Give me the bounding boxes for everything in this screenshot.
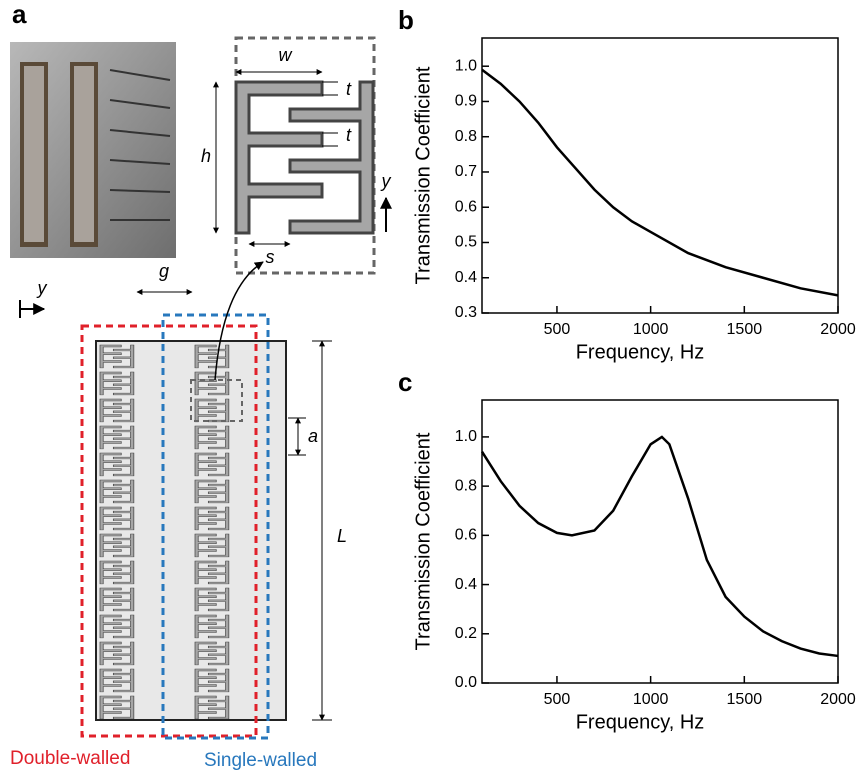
x-tick-label: 1000 <box>633 321 669 338</box>
y-tick-label: 0.3 <box>455 304 477 321</box>
y-tick-label: 0.6 <box>455 198 477 215</box>
x-tick-label: 1000 <box>633 691 669 708</box>
y-tick-label: 0.0 <box>455 674 477 691</box>
label-y: y <box>380 171 392 191</box>
label-h: h <box>201 146 211 166</box>
y-tick-label: 0.8 <box>455 128 477 145</box>
label-s: s <box>266 247 275 267</box>
panel-label: b <box>398 5 414 35</box>
label-t: t <box>346 79 352 99</box>
label-L: L <box>337 526 347 546</box>
x-tick-label: 2000 <box>820 321 856 338</box>
y-tick-label: 0.4 <box>455 269 477 286</box>
y-tick-label: 0.7 <box>455 163 477 180</box>
y-axis-title: Transmission Coefficient <box>412 432 434 650</box>
x-tick-label: 1500 <box>727 321 763 338</box>
y-tick-label: 0.2 <box>455 625 477 642</box>
panel-label: a <box>12 0 27 29</box>
label-a: a <box>308 426 318 446</box>
label-single-walled: Single-walled <box>204 750 317 771</box>
label-t: t <box>346 125 352 145</box>
y-tick-label: 0.9 <box>455 93 477 110</box>
unit-cell <box>213 36 392 275</box>
y-tick-label: 0.4 <box>455 576 477 593</box>
curve <box>481 68 839 297</box>
x-tick-label: 500 <box>544 321 571 338</box>
x-axis-title: Frequency, Hz <box>576 711 705 733</box>
x-tick-label: 1500 <box>727 691 763 708</box>
structure <box>19 261 332 740</box>
label-w: w <box>279 45 293 65</box>
y-axis-title: Transmission Coefficient <box>412 66 434 284</box>
plot-frame <box>481 37 839 314</box>
y-tick-label: 1.0 <box>455 57 477 74</box>
x-tick-label: 2000 <box>820 691 856 708</box>
y-tick-label: 0.8 <box>455 477 477 494</box>
y-tick-label: 0.6 <box>455 527 477 544</box>
plot-frame <box>481 399 839 684</box>
y-tick-label: 0.5 <box>455 234 477 251</box>
panel-label: c <box>398 367 412 397</box>
photo <box>10 42 176 258</box>
x-axis-title: Frequency, Hz <box>576 341 705 363</box>
x-tick-label: 500 <box>544 691 571 708</box>
y-tick-label: 1.0 <box>455 428 477 445</box>
label-y: y <box>36 278 48 298</box>
label-double-walled: Double-walled <box>10 748 130 769</box>
curve <box>480 435 839 658</box>
label-g: g <box>159 261 169 281</box>
